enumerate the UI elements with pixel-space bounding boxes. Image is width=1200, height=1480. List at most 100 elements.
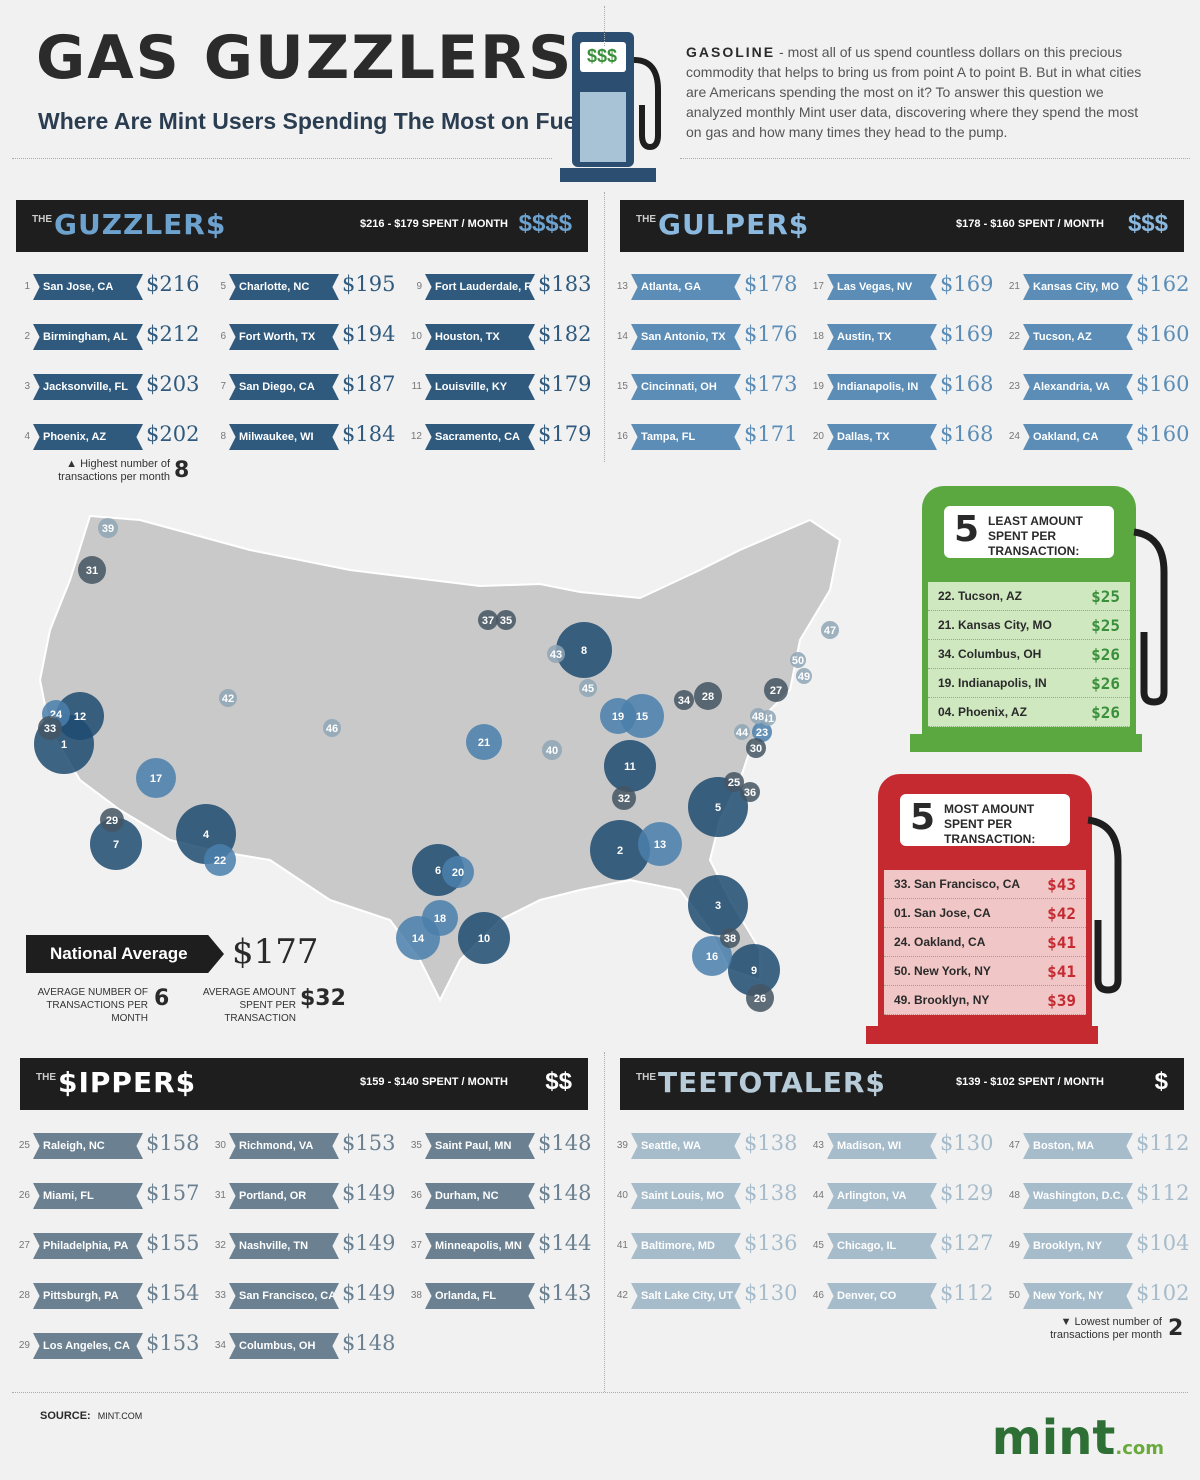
mint-logo: mint.com	[992, 1410, 1164, 1466]
monthly-amount: $155	[146, 1231, 200, 1255]
ranking-row: 26 Miami, FL $157	[16, 1181, 199, 1209]
divider	[12, 1392, 1188, 1393]
monthly-amount: $143	[538, 1281, 592, 1305]
city-marker-label: 22	[214, 855, 226, 867]
city-marker	[674, 690, 694, 710]
monthly-amount: $157	[146, 1181, 200, 1205]
city-marker-label: 18	[434, 913, 446, 925]
ranking-row: 7 San Diego, CA $187	[212, 372, 395, 400]
city-marker	[542, 740, 562, 760]
logo-suffix: .com	[1115, 1438, 1164, 1459]
banner-the: THE	[636, 1072, 656, 1083]
rank-number: 17	[812, 281, 824, 292]
city-label: Richmond, VA	[229, 1133, 339, 1159]
ranking-row: 1 San Jose, CA $216	[16, 272, 199, 300]
city-label: Boston, MA	[1023, 1133, 1133, 1159]
city-label: Philadelphia, PA	[33, 1233, 143, 1259]
city-marker-label: 36	[744, 787, 756, 799]
monthly-amount: $149	[342, 1181, 396, 1205]
city-marker	[724, 772, 744, 792]
city-marker	[694, 682, 722, 710]
rank-number: 36	[410, 1190, 422, 1201]
city-marker-label: 17	[150, 773, 162, 785]
rank-number: 4	[24, 431, 30, 442]
monthly-amount: $212	[146, 322, 200, 346]
pump-item-amount: $26	[1091, 703, 1120, 722]
city-marker	[219, 689, 237, 707]
teetotalers-banner: THE TEETOTALER$ $139 - $102 SPENT / MONT…	[620, 1058, 1184, 1110]
rank-number: 33	[214, 1290, 226, 1301]
city-marker	[821, 621, 839, 639]
rank-number: 13	[616, 281, 628, 292]
city-marker	[466, 724, 502, 760]
city-marker-label: 3	[715, 900, 721, 912]
monthly-amount: $127	[940, 1231, 994, 1255]
city-label: Birmingham, AL	[33, 324, 143, 350]
city-marker	[422, 900, 458, 936]
banner-name: GULPER$	[658, 208, 810, 241]
ranking-row: 8 Milwaukee, WI $184	[212, 422, 395, 450]
city-label: Madison, WI	[827, 1133, 937, 1159]
pump-list-item: 33. San Francisco, CA $43	[884, 870, 1086, 899]
rank-number: 37	[410, 1240, 422, 1251]
rank-number: 34	[214, 1340, 226, 1351]
city-marker	[746, 738, 766, 758]
rank-number: 6	[220, 331, 226, 342]
pump-item-amount: $43	[1047, 875, 1076, 894]
monthly-amount: $173	[744, 372, 798, 396]
pump-item-city: 33. San Francisco, CA	[894, 877, 1021, 891]
pump-list-item: 49. Brooklyn, NY $39	[884, 986, 1086, 1015]
ranking-row: 44 Arlington, VA $129	[810, 1181, 993, 1209]
city-marker	[478, 610, 498, 630]
city-marker-label: 37	[482, 615, 494, 627]
rank-number: 15	[616, 381, 628, 392]
pump-item-city: 50. New York, NY	[894, 964, 991, 978]
pump-item-amount: $42	[1047, 904, 1076, 923]
city-label: Phoenix, AZ	[33, 424, 143, 450]
city-marker	[740, 782, 760, 802]
rank-number: 18	[812, 331, 824, 342]
city-marker-label: 49	[798, 671, 810, 683]
ranking-row: 36 Durham, NC $148	[408, 1181, 591, 1209]
city-marker	[136, 758, 176, 798]
city-marker	[612, 786, 636, 810]
city-marker	[720, 928, 740, 948]
city-marker	[688, 875, 748, 935]
rank-number: 10	[410, 331, 422, 342]
city-label: San Jose, CA	[33, 274, 143, 300]
rank-number: 40	[616, 1190, 628, 1201]
intro-lead: GASOLINE	[686, 44, 776, 60]
rank-number: 31	[214, 1190, 226, 1201]
city-label: San Antonio, TX	[631, 324, 741, 350]
city-label: Raleigh, NC	[33, 1133, 143, 1159]
rank-number: 5	[220, 281, 226, 292]
city-marker-label: 45	[582, 683, 594, 695]
city-label: Arlington, VA	[827, 1183, 937, 1209]
city-marker	[496, 610, 516, 630]
pump-item-city: 24. Oakland, CA	[894, 935, 986, 949]
ranking-row: 6 Fort Worth, TX $194	[212, 322, 395, 350]
header-title: MOST AMOUNT SPENT PER TRANSACTION:	[944, 802, 1036, 846]
page-title: GAS GUZZLERS	[36, 23, 574, 93]
city-marker	[38, 716, 62, 740]
ranking-row: 13 Atlanta, GA $178	[614, 272, 797, 300]
city-marker-label: 32	[618, 793, 630, 805]
banner-range: $159 - $140 SPENT / MONTH	[360, 1076, 508, 1088]
monthly-amount: $138	[744, 1131, 798, 1155]
rank-number: 44	[812, 1190, 824, 1201]
city-marker-label: 44	[736, 727, 749, 739]
city-marker-label: 20	[452, 867, 464, 879]
city-label: Austin, TX	[827, 324, 937, 350]
monthly-amount: $187	[342, 372, 396, 396]
banner-range: $216 - $179 SPENT / MONTH	[360, 218, 508, 230]
monthly-amount: $194	[342, 322, 396, 346]
monthly-amount: $195	[342, 272, 396, 296]
source-value: MINT.COM	[97, 1411, 143, 1421]
ranking-row: 18 Austin, TX $169	[810, 322, 993, 350]
monthly-amount: $168	[940, 422, 994, 446]
city-marker-label: 27	[770, 685, 782, 697]
monthly-amount: $136	[744, 1231, 798, 1255]
note-text: ▼ Lowest number of transactions per mont…	[1050, 1316, 1162, 1341]
city-label: Durham, NC	[425, 1183, 535, 1209]
